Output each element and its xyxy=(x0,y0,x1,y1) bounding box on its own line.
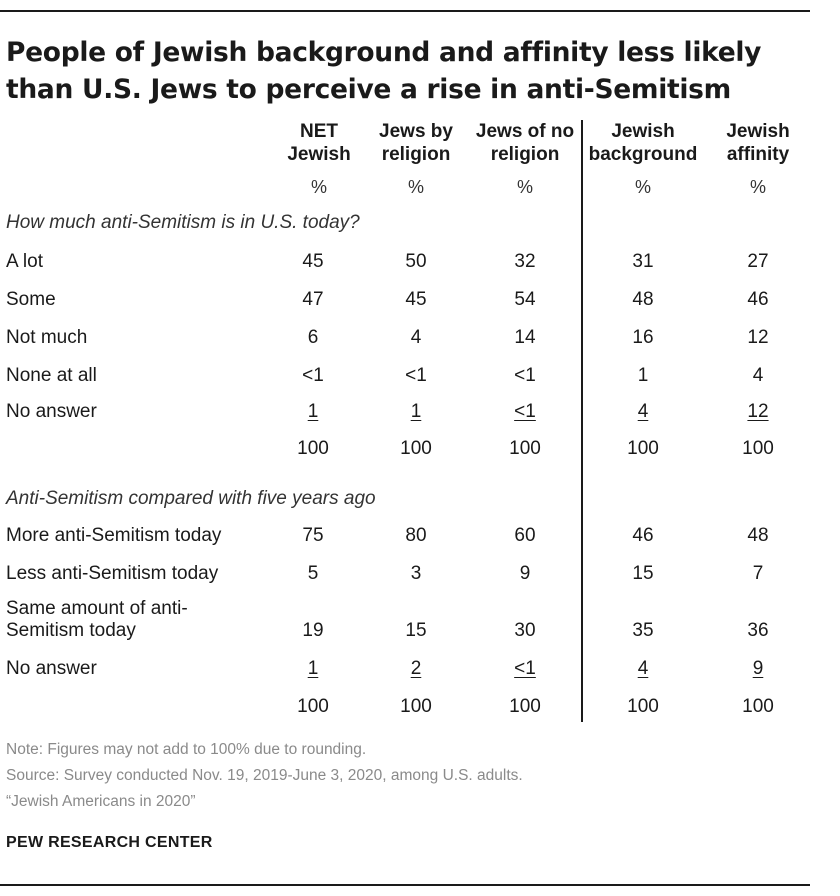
total-cell: 100 xyxy=(297,438,329,459)
table-cell: 9 xyxy=(752,658,764,679)
table-cell: 9 xyxy=(519,563,531,584)
table-cell: 48 xyxy=(632,289,654,310)
table-cell: 1 xyxy=(307,401,319,422)
total-cell: 100 xyxy=(742,438,774,459)
table-cell: 1 xyxy=(637,365,649,386)
table-cell: 12 xyxy=(747,327,769,348)
table-cell: 47 xyxy=(302,289,324,310)
total-cell: 100 xyxy=(400,696,432,717)
publisher-logo: PEW RESEARCH CENTER xyxy=(6,834,213,851)
table-cell: <1 xyxy=(302,365,324,386)
table-cell: 1 xyxy=(307,658,319,679)
table-cell: 4 xyxy=(752,365,764,386)
bottom-rule xyxy=(0,884,810,886)
table-cell: 80 xyxy=(405,525,427,546)
column-header-jews-by-religion: Jews by religion xyxy=(379,121,453,165)
table-cell: 31 xyxy=(632,251,654,272)
table-cell: 60 xyxy=(514,525,536,546)
unit-label: % xyxy=(407,177,424,197)
table-cell: <1 xyxy=(514,365,536,386)
table-cell: <1 xyxy=(514,658,536,679)
total-cell: 100 xyxy=(742,696,774,717)
table-cell: 15 xyxy=(632,563,654,584)
table-cell: 12 xyxy=(747,401,769,422)
table-cell: 45 xyxy=(302,251,324,272)
table-cell: 4 xyxy=(637,658,649,679)
table-cell: 1 xyxy=(410,401,422,422)
row-label: No answer xyxy=(6,401,97,422)
table-cell: 15 xyxy=(405,620,427,641)
table-cell: 46 xyxy=(632,525,654,546)
column-header-jews-of-no-religion: Jews of no religion xyxy=(475,121,575,165)
table-cell: 32 xyxy=(514,251,536,272)
table-cell: 27 xyxy=(747,251,769,272)
chart-title: People of Jewish background and affinity… xyxy=(6,37,762,105)
section-heading: Anti-Semitism compared with five years a… xyxy=(6,488,376,509)
table-cell: 14 xyxy=(514,327,536,348)
unit-label: % xyxy=(634,177,651,197)
column-header-net-jewish: NET Jewish xyxy=(287,121,351,165)
row-label: None at all xyxy=(6,365,97,386)
table-cell: 16 xyxy=(632,327,654,348)
table-cell: 4 xyxy=(637,401,649,422)
table-cell: 54 xyxy=(514,289,536,310)
section-heading: How much anti-Semitism is in U.S. today? xyxy=(6,212,360,233)
column-header-jewish-affinity: Jewish affinity xyxy=(726,121,790,165)
table-cell: 2 xyxy=(410,658,422,679)
note-text: Note: Figures may not add to 100% due to… xyxy=(6,741,367,758)
row-label: Not much xyxy=(6,327,88,348)
unit-label: % xyxy=(310,177,327,197)
row-label: No answer xyxy=(6,658,97,679)
report-title: “Jewish Americans in 2020” xyxy=(6,793,196,810)
source-text: Source: Survey conducted Nov. 19, 2019-J… xyxy=(6,767,523,784)
total-cell: 100 xyxy=(400,438,432,459)
table-cell: 36 xyxy=(747,620,769,641)
total-cell: 100 xyxy=(509,696,541,717)
table-cell: 5 xyxy=(307,563,319,584)
table-cell: 19 xyxy=(302,620,324,641)
row-label: Some xyxy=(6,289,56,310)
table-cell: <1 xyxy=(405,365,427,386)
table-cell: <1 xyxy=(514,401,536,422)
total-cell: 100 xyxy=(297,696,329,717)
total-cell: 100 xyxy=(627,438,659,459)
column-header-jewish-background: Jewish background xyxy=(588,121,698,165)
table-cell: 50 xyxy=(405,251,427,272)
table-cell: 30 xyxy=(514,620,536,641)
column-divider xyxy=(581,120,583,722)
total-cell: 100 xyxy=(627,696,659,717)
row-label: More anti-Semitism today xyxy=(6,525,222,546)
table-cell: 48 xyxy=(747,525,769,546)
top-rule xyxy=(0,10,810,12)
table-cell: 35 xyxy=(632,620,654,641)
table-cell: 6 xyxy=(307,327,319,348)
table-cell: 7 xyxy=(752,563,764,584)
row-label: A lot xyxy=(6,251,43,272)
unit-label: % xyxy=(516,177,533,197)
table-cell: 45 xyxy=(405,289,427,310)
table-cell: 3 xyxy=(410,563,422,584)
table-cell: 4 xyxy=(410,327,422,348)
total-cell: 100 xyxy=(509,438,541,459)
row-label: Less anti-Semitism today xyxy=(6,563,219,584)
table-cell: 75 xyxy=(302,525,324,546)
row-label: Same amount of anti-Semitism today xyxy=(6,598,188,641)
unit-label: % xyxy=(749,177,766,197)
table-cell: 46 xyxy=(747,289,769,310)
